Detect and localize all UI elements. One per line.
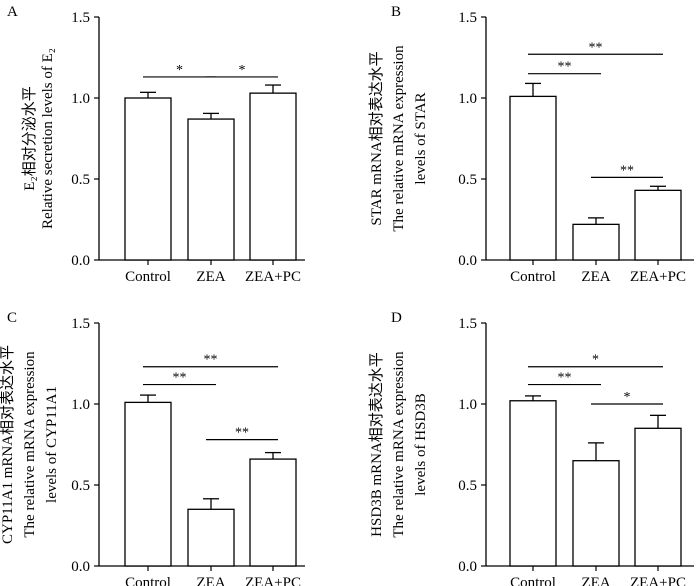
y-axis-title-line-2: Relative secretion levels of E₂ (40, 48, 56, 229)
y-axis-title-line-1: HSD3B mRNA相对表达水平 (368, 352, 385, 537)
x-tick-label: ZEA (196, 269, 225, 285)
chart-panel-a: A 0.0 0.5 1.0 1.5 Control ZEA ZEA+PC * * E₂相对分泌水平 R… (7, 4, 305, 285)
y-axis-title-line-2: The relative mRNA expression (22, 351, 38, 538)
significance-label: ** (558, 60, 572, 75)
significance-label: ** (589, 40, 603, 55)
y-tick-label: 1.0 (71, 397, 90, 413)
y-axis-title-line-3: levels of STAR (413, 92, 429, 184)
y-tick-label: 1.0 (71, 91, 90, 107)
y-tick-label: 0.0 (71, 253, 90, 269)
x-tick-label: ZEA+PC (630, 575, 686, 586)
y-tick-label: 0.0 (458, 559, 477, 575)
x-tick-label: ZEA (581, 575, 610, 586)
x-tick-label: ZEA+PC (245, 575, 301, 586)
bar-control (509, 400, 557, 567)
bar-zea (572, 223, 620, 261)
bar-zea (187, 508, 235, 567)
y-tick-label: 1.0 (458, 397, 477, 413)
chart-panel-c: C 0.0 0.5 1.0 1.5 Control ZEA ZEA+PC ** ** ** CYP11… (0, 310, 305, 586)
significance-label: ** (620, 163, 634, 178)
bar-zea (572, 460, 620, 567)
significance-label: * (624, 390, 631, 405)
bar-control (124, 97, 172, 261)
significance-label: ** (204, 353, 218, 368)
significance-label: * (239, 63, 246, 78)
bar-zea-pc (634, 427, 682, 567)
significance-label: * (176, 63, 183, 78)
x-tick-label: ZEA+PC (630, 269, 686, 285)
y-tick-label: 1.5 (71, 10, 90, 26)
x-tick-label: Control (510, 269, 556, 285)
chart-panel-b: B 0.0 0.5 1.0 1.5 Control ZEA ZEA+PC ** ** ** STAR … (368, 4, 694, 285)
significance-label: ** (235, 426, 249, 441)
y-tick-label: 0.0 (71, 559, 90, 575)
panel-letter: A (7, 4, 18, 20)
significance-label: ** (173, 371, 187, 386)
x-tick-label: ZEA (196, 575, 225, 586)
y-axis-title-line-3: levels of HSD3B (413, 393, 429, 496)
y-tick-label: 0.5 (71, 172, 90, 188)
y-axis-title-line-1: E₂相对分泌水平 (21, 86, 38, 190)
bar-zea-pc (249, 458, 297, 567)
x-tick-label: ZEA (581, 269, 610, 285)
y-tick-label: 1.5 (458, 10, 477, 26)
x-tick-label: Control (125, 269, 171, 285)
y-tick-label: 0.5 (458, 478, 477, 494)
y-tick-label: 0.5 (71, 478, 90, 494)
significance-label: ** (558, 371, 572, 386)
y-tick-label: 0.5 (458, 172, 477, 188)
bar-zea (187, 118, 235, 261)
panel-letter: D (391, 310, 402, 326)
y-axis-title-line-2: The relative mRNA expression (391, 351, 407, 538)
y-tick-label: 1.5 (458, 316, 477, 332)
bar-control (509, 95, 557, 261)
y-tick-label: 0.0 (458, 253, 477, 269)
panel-letter: B (391, 4, 401, 20)
bar-control (124, 401, 172, 567)
x-tick-label: ZEA+PC (245, 269, 301, 285)
y-axis-title-line-2: The relative mRNA expression (391, 45, 407, 232)
y-axis-title-line-1: STAR mRNA相对表达水平 (368, 51, 385, 225)
y-tick-label: 1.5 (71, 316, 90, 332)
bar-zea-pc (634, 189, 682, 261)
y-axis-title-line-1: CYP11A1 mRNA相对表达水平 (0, 345, 16, 544)
significance-label: * (592, 353, 599, 368)
y-tick-label: 1.0 (458, 91, 477, 107)
x-tick-label: Control (125, 575, 171, 586)
bar-zea-pc (249, 92, 297, 261)
panel-letter: C (7, 310, 17, 326)
x-tick-label: Control (510, 575, 556, 586)
y-axis-title-line-3: levels of CYP11A1 (44, 386, 60, 503)
